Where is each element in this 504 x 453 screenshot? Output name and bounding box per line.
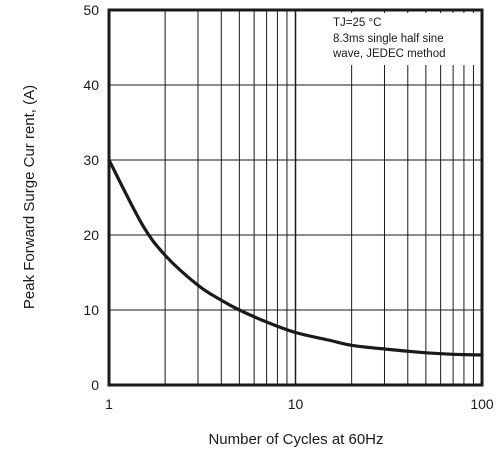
x-axis-label: Number of Cycles at 60Hz (208, 431, 383, 448)
x-tick-label: 100 (470, 396, 494, 412)
y-tick-label: 30 (83, 152, 99, 168)
annotation-line-1: TJ=25 °C (333, 17, 381, 29)
y-tick-labels: 0 10 20 30 40 50 (83, 2, 99, 393)
x-tick-label: 1 (105, 396, 113, 412)
y-tick-label: 10 (83, 302, 99, 318)
annotation-line-2: 8.3ms single half sine (333, 33, 444, 45)
grid (109, 10, 482, 385)
y-tick-label: 0 (91, 377, 99, 393)
x-tick-label: 10 (288, 396, 304, 412)
surge-current-curve (107, 158, 484, 357)
annotation-line-3: wave, JEDEC method (332, 48, 446, 60)
curve-layer (107, 158, 484, 357)
y-tick-label: 50 (83, 2, 99, 18)
y-tick-label: 40 (83, 77, 99, 93)
y-axis-label: Peak Forward Surge Cur rent, (A) (21, 85, 38, 309)
annotation-box: TJ=25 °C 8.3ms single half sine wave, JE… (330, 13, 478, 65)
y-tick-label: 20 (83, 227, 99, 243)
plot-frame (107, 8, 484, 387)
x-tick-labels: 1 10 100 (105, 396, 494, 412)
